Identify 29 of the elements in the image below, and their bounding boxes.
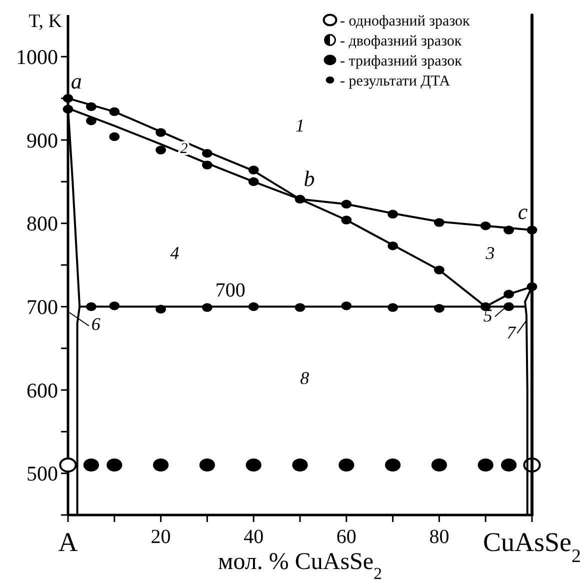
x-tick-label: 60 [336, 526, 356, 548]
y-tick-label: 900 [26, 128, 58, 152]
text: A [58, 527, 78, 557]
text: CuAsSe$_{2}$ [483, 527, 581, 566]
x-tick-label: 40 [244, 526, 264, 548]
legend-label: - однофазний зразок [340, 13, 471, 30]
x-tick-label: 20 [150, 526, 171, 548]
annotation: 5 [483, 306, 492, 326]
annotation: 3 [484, 243, 495, 264]
annotation: c [518, 199, 528, 224]
annotation: 6 [91, 314, 100, 334]
annotation: 4 [170, 243, 180, 264]
annotation: b [304, 166, 315, 191]
y-tick-label: 500 [26, 462, 58, 486]
x-axis-title: мол. % CuAsSe$_{2}$ [218, 549, 382, 582]
y-tick-label: 700 [26, 295, 58, 320]
annotation: 8 [300, 368, 310, 388]
annotation: 7 [506, 322, 517, 342]
annotation: 700 [215, 280, 246, 302]
legend-label: - двофазний зразок [340, 33, 462, 50]
legend-label: - результати ДТА [340, 73, 450, 90]
x-tick-label: 80 [429, 526, 450, 548]
y-tick-label: 1000 [16, 45, 58, 70]
y-tick-label: 600 [26, 378, 58, 402]
legend-label: - трифазний зразок [340, 53, 463, 70]
annotation: a [70, 68, 82, 94]
annotation: 1 [296, 116, 304, 136]
y-axis-title: T, K [28, 11, 62, 32]
y-tick-label: 800 [26, 212, 58, 236]
